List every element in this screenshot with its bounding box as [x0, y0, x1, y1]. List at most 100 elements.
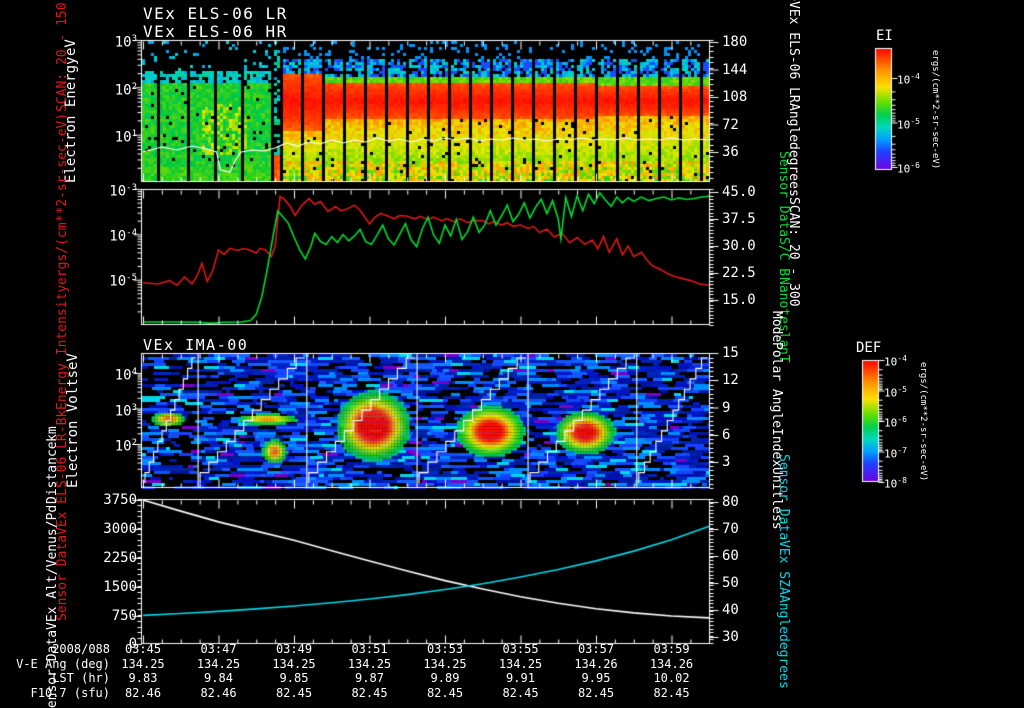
panel3-right-label-line-3: Unitless [769, 467, 784, 531]
exponent: 1 [131, 129, 137, 139]
panel1-right-label-line-3: degrees [786, 142, 801, 198]
panel3-right-tick-0: 15 [722, 345, 739, 361]
table-cell: 134.26 [649, 656, 694, 671]
table-cell: 9.83 [128, 671, 158, 685]
panel2-right-tick-1: 37.5 [722, 211, 756, 227]
panel4-ylabel-line-3: km [45, 426, 60, 442]
exponent: -8 [897, 476, 907, 485]
panel4-right-label-line-2: Angle [776, 594, 791, 635]
exponent: 3 [131, 402, 137, 413]
panel4-ytick-2: 2250 [103, 550, 137, 566]
colorbar-ei-units-line-0: ergs/(cm**2-sr-sec-eV) [930, 50, 940, 170]
panel4-ytick-3: 1500 [103, 579, 137, 595]
exponent: -7 [897, 445, 907, 455]
panel2-right-tick-3: 22.5 [722, 265, 756, 281]
panel2-right-label-line-2: Nanotesla [776, 276, 791, 348]
panel2-right-label-line-3: nT [776, 347, 791, 363]
panel4-ylabel: Sensor Data VEx Alt/Venus/Pd Distance km [22, 426, 84, 708]
panel1-ytick-1: 102 [114, 81, 137, 99]
panel3-right-label-line-2: Index [769, 428, 784, 468]
table-row-label-1: V-E Ang (deg) [16, 656, 110, 671]
panel2-ytick-2: 10-5 [109, 273, 137, 290]
panel2-ylabel-line-4: SCAN: 20 - 150 [55, 2, 70, 113]
colorbar-def-tick-0: 10-4 [884, 354, 907, 369]
panel4-right-label: Sensor Data VEx SZA Angle degrees [752, 454, 814, 689]
panel3-ytick-2: 102 [114, 438, 137, 455]
table-cell: 134.26 [574, 656, 618, 671]
table-cell: 03:55 [502, 642, 539, 656]
panel1-right-tick-4: 36 [722, 144, 739, 160]
panel4-right-tick-0: 80 [722, 494, 739, 510]
table-cell: 9.84 [204, 671, 233, 685]
table-cell: 134.25 [121, 656, 165, 671]
panel2-right-tick-4: 15.0 [722, 292, 756, 308]
table-row-label-0: 2008/088 [52, 642, 110, 656]
table-cell: 03:49 [275, 642, 313, 656]
panel4-right-tick-2: 60 [722, 548, 739, 564]
exponent: -5 [910, 116, 920, 126]
colorbar-def-units-line-0: ergs/(cm**2-sr-sec-eV) [918, 362, 928, 482]
panel2-right-tick-2: 30.0 [722, 238, 756, 254]
colorbar-def-tick-3: 10-7 [884, 445, 907, 461]
table-cell: 03:45 [124, 642, 162, 656]
table-cell: 82.45 [275, 685, 313, 700]
panel4-right-tick-4: 40 [722, 602, 739, 618]
colorbar-def-tick-1: 10-5 [884, 384, 907, 400]
table-cell: 03:53 [426, 642, 464, 656]
table-cell: 134.25 [347, 656, 392, 671]
panel3-right-label: Mode Polar Angle Index Unitless [744, 311, 808, 530]
panel4-ytick-0: 3750 [103, 492, 137, 508]
panel1-right-tick-0: 180 [722, 34, 748, 50]
table-cell: 03:51 [351, 642, 388, 656]
table-cell: 134.25 [196, 656, 241, 671]
panel1-right-label-line-4: SCAN: 20 - 300 [786, 197, 801, 307]
table-cell: 9.87 [355, 671, 384, 685]
panel3-right-tick-2: 9 [722, 399, 731, 416]
panel3-right-tick-4: 3 [722, 454, 731, 470]
panel1-right-tick-1: 144 [722, 61, 748, 78]
table-cell: 9.91 [506, 671, 535, 685]
panel2-ylabel-line-3: ergs/(cm**2-sr-sec-eV) [55, 112, 70, 285]
table-cell: 134.25 [272, 656, 316, 671]
panel1-right-label: Pitch AngleVEx ELS-06 LRAngledegreesSCAN… [748, 0, 838, 307]
panel4-right-tick-5: 30 [722, 629, 739, 645]
exponent: -3 [126, 183, 137, 193]
colorbar-def-tick-4: 10-8 [884, 476, 907, 491]
panel4-ylabel-line-2: Distance [45, 441, 60, 505]
table-cell: 9.95 [581, 671, 611, 685]
panel4-ytick-1: 3000 [103, 521, 137, 537]
table-cell: 82.45 [577, 685, 615, 700]
panel1-right-label-line-1: VEx ELS-06 LR [786, 1, 801, 104]
colorbar-ei-title: EI [876, 28, 893, 44]
exponent: -5 [126, 273, 137, 283]
table-cell: 134.25 [423, 656, 467, 671]
colorbar-ei-tick-1: 10-5 [897, 116, 920, 132]
panel1-right-label-line-0: Pitch Angle [786, 0, 801, 1]
colorbar-ei-units: ergs/(cm**2-sr-sec-eV) [928, 40, 942, 180]
panel3-right-tick-1: 12 [722, 372, 739, 388]
panel3-ylabel-line-0: Electron Volts [65, 369, 81, 488]
colorbar-ei-tick-0: 10-4 [897, 72, 920, 87]
exponent: 2 [131, 81, 137, 92]
colorbar-ei-tick-2: 10-6 [897, 161, 920, 176]
panel3-title: VEx IMA-00 [143, 336, 249, 354]
panel3-ylabel-line-1: eV [65, 353, 81, 370]
panel1-title-hr: VEx ELS-06 HR [143, 22, 288, 41]
panel1-right-tick-3: 72 [722, 116, 739, 133]
table-cell: 03:57 [577, 642, 615, 656]
panel4-ytick-5: 0 [128, 636, 137, 652]
panel4-right-label-line-0: Sensor Data [776, 454, 791, 541]
colorbar-def-tick-2: 10-6 [884, 415, 907, 430]
panel3-right-label-line-1: Polar Angle [769, 342, 784, 429]
colorbar-def-title: DEF [856, 340, 882, 356]
exponent: -4 [910, 72, 920, 81]
panel2-ytick-1: 10-4 [109, 228, 137, 245]
table-row-label-3: F10.7 (sfu) [30, 685, 110, 700]
panel3-right-label-line-0: Mode [769, 310, 784, 343]
colorbar-def-units: ergs/(cm**2-sr-sec-eV) [916, 352, 930, 492]
exponent: 3 [131, 34, 137, 44]
panel3-ytick-0: 104 [114, 367, 137, 384]
panel1-ytick-0: 103 [114, 34, 137, 51]
panel1-title-lr: VEx ELS-06 LR [143, 4, 288, 23]
exponent: -6 [910, 161, 920, 170]
